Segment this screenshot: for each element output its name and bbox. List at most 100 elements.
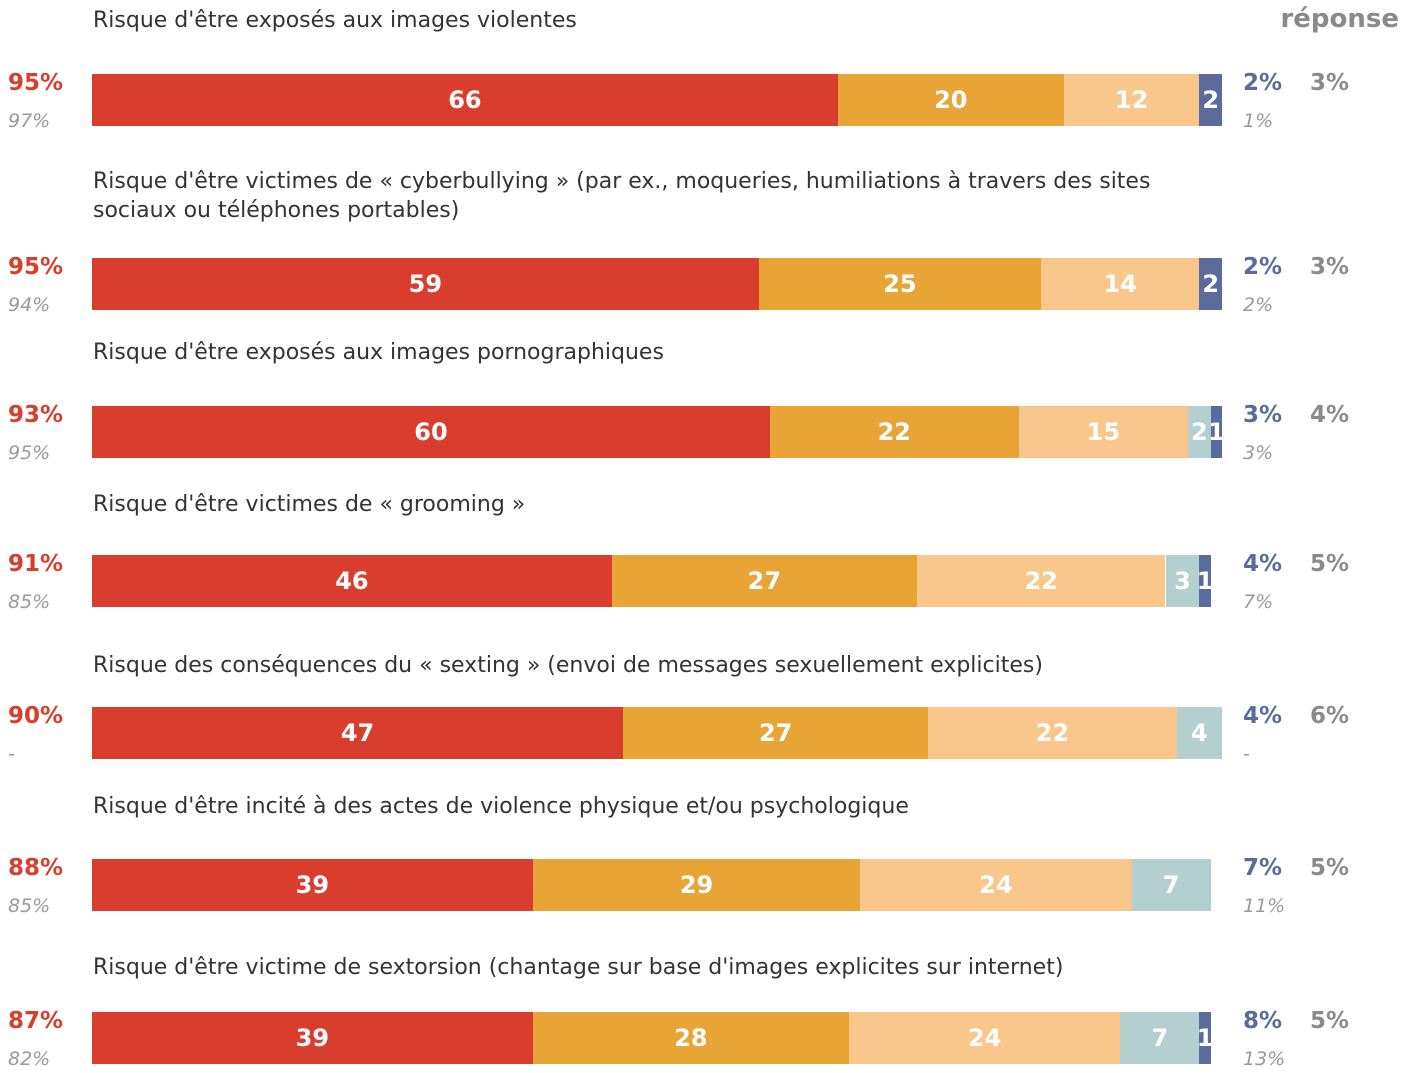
- segment-label: 66: [448, 86, 482, 114]
- bar-segment: 39: [92, 859, 533, 911]
- right-totals: 2%: [1243, 70, 1283, 96]
- segment-label: 2: [1202, 86, 1220, 114]
- right-previous: 3%: [1243, 442, 1274, 464]
- segment-label: 7: [1162, 871, 1180, 899]
- bar-segment: 22: [928, 707, 1177, 759]
- left-previous: 94%: [8, 294, 51, 316]
- no-answer: 6%: [1310, 703, 1350, 729]
- bar-segment: 59: [92, 258, 759, 310]
- column-header: réponse: [1280, 4, 1399, 34]
- category-label: Risque d'être exposés aux images violent…: [93, 8, 577, 33]
- left-previous: 97%: [8, 110, 51, 132]
- category-label: Risque des conséquences du « sexting » (…: [93, 653, 1043, 678]
- segment-label: 22: [1035, 719, 1070, 747]
- bar-segment: 39: [92, 1012, 533, 1064]
- segment-label: 1: [1210, 418, 1222, 446]
- segment-label: 28: [674, 1024, 708, 1052]
- bar-segment: 27: [623, 707, 929, 759]
- right-previous: 13%: [1243, 1048, 1286, 1070]
- segment-label: 7: [1151, 1024, 1169, 1052]
- bar-segment: 20: [837, 74, 1064, 126]
- segment-label: 27: [747, 567, 782, 595]
- left-previous: 82%: [8, 1048, 51, 1070]
- left-totals: 95%: [8, 70, 64, 96]
- left-totals: 93%: [8, 402, 64, 428]
- left-totals: 87%: [8, 1008, 64, 1034]
- left-previous: 85%: [8, 895, 51, 917]
- segment-label: 59: [408, 270, 443, 298]
- segment-label: 39: [295, 871, 330, 899]
- right-totals: 7%: [1243, 855, 1283, 881]
- right-previous: 11%: [1243, 895, 1286, 917]
- bar-segment: 7: [1131, 859, 1211, 911]
- left-previous: 85%: [8, 591, 51, 613]
- segment-label: 24: [967, 1024, 1002, 1052]
- bar-segment: 2: [1199, 74, 1222, 126]
- bar-segment: 60: [92, 406, 770, 458]
- right-previous: 2%: [1243, 294, 1274, 316]
- segment-label: 46: [335, 567, 369, 595]
- left-previous: 95%: [8, 442, 51, 464]
- no-answer: 3%: [1310, 254, 1350, 280]
- right-previous: 1%: [1243, 110, 1274, 132]
- segment-label: 12: [1114, 86, 1149, 114]
- segment-label: 1: [1199, 1024, 1211, 1052]
- segment-label: 25: [883, 270, 917, 298]
- segment-label: 24: [979, 871, 1013, 899]
- left-totals: 95%: [8, 254, 64, 280]
- bar-segment: 4: [1176, 707, 1222, 759]
- segment-label: 27: [758, 719, 793, 747]
- category-label: Risque d'être incité à des actes de viol…: [93, 794, 909, 819]
- segment-label: 39: [295, 1024, 330, 1052]
- bar-segment: 2: [1199, 258, 1222, 310]
- left-totals: 88%: [8, 855, 64, 881]
- segment-label: 15: [1086, 418, 1121, 446]
- bar-segment: 2: [1188, 406, 1211, 458]
- segment-label: 29: [679, 871, 714, 899]
- bar-segment: 14: [1041, 258, 1200, 310]
- no-answer: 3%: [1310, 70, 1350, 96]
- segment-label: 2: [1202, 270, 1220, 298]
- left-previous: -: [8, 743, 15, 765]
- bar-segment: 1: [1199, 555, 1211, 607]
- bar-segment: 12: [1063, 74, 1200, 126]
- segment-label: 2: [1191, 418, 1208, 446]
- bar-segment: 66: [92, 74, 838, 126]
- right-totals: 2%: [1243, 254, 1283, 280]
- bar-segment: 1: [1199, 1012, 1211, 1064]
- right-totals: 3%: [1243, 402, 1283, 428]
- category-label: Risque d'être victimes de « cyberbullyin…: [93, 169, 1151, 223]
- right-totals: 8%: [1243, 1008, 1283, 1034]
- right-totals: 4%: [1243, 703, 1283, 729]
- no-answer: 4%: [1310, 402, 1350, 428]
- segment-label: 14: [1103, 270, 1137, 298]
- bar-segment: 27: [611, 555, 917, 607]
- segment-label: 20: [934, 86, 968, 114]
- segment-label: 4: [1191, 719, 1208, 747]
- no-answer: 5%: [1310, 551, 1350, 577]
- right-previous: 7%: [1243, 591, 1274, 613]
- category-label: Risque d'être victimes de « grooming »: [93, 492, 526, 517]
- bar-segment: 28: [532, 1012, 850, 1064]
- no-answer: 5%: [1310, 1008, 1350, 1034]
- left-totals: 90%: [8, 703, 64, 729]
- right-previous: -: [1243, 743, 1250, 765]
- segment-label: 60: [414, 418, 448, 446]
- no-answer: 5%: [1310, 855, 1350, 881]
- bar-segment: 46: [92, 555, 612, 607]
- bar-segment: 3: [1165, 555, 1200, 607]
- bar-segment: 1: [1210, 406, 1222, 458]
- segment-label: 1: [1199, 567, 1211, 595]
- bar-segment: 47: [92, 707, 624, 759]
- segment-label: 3: [1174, 567, 1191, 595]
- left-totals: 91%: [8, 551, 64, 577]
- bar-segment: 25: [758, 258, 1042, 310]
- bar-segment: 22: [916, 555, 1166, 607]
- category-label: Risque d'être victime de sextorsion (cha…: [93, 955, 1064, 980]
- segment-label: 22: [1024, 567, 1058, 595]
- bar-segment: 15: [1018, 406, 1189, 458]
- bar-segment: 22: [770, 406, 1019, 458]
- segment-label: 22: [877, 418, 911, 446]
